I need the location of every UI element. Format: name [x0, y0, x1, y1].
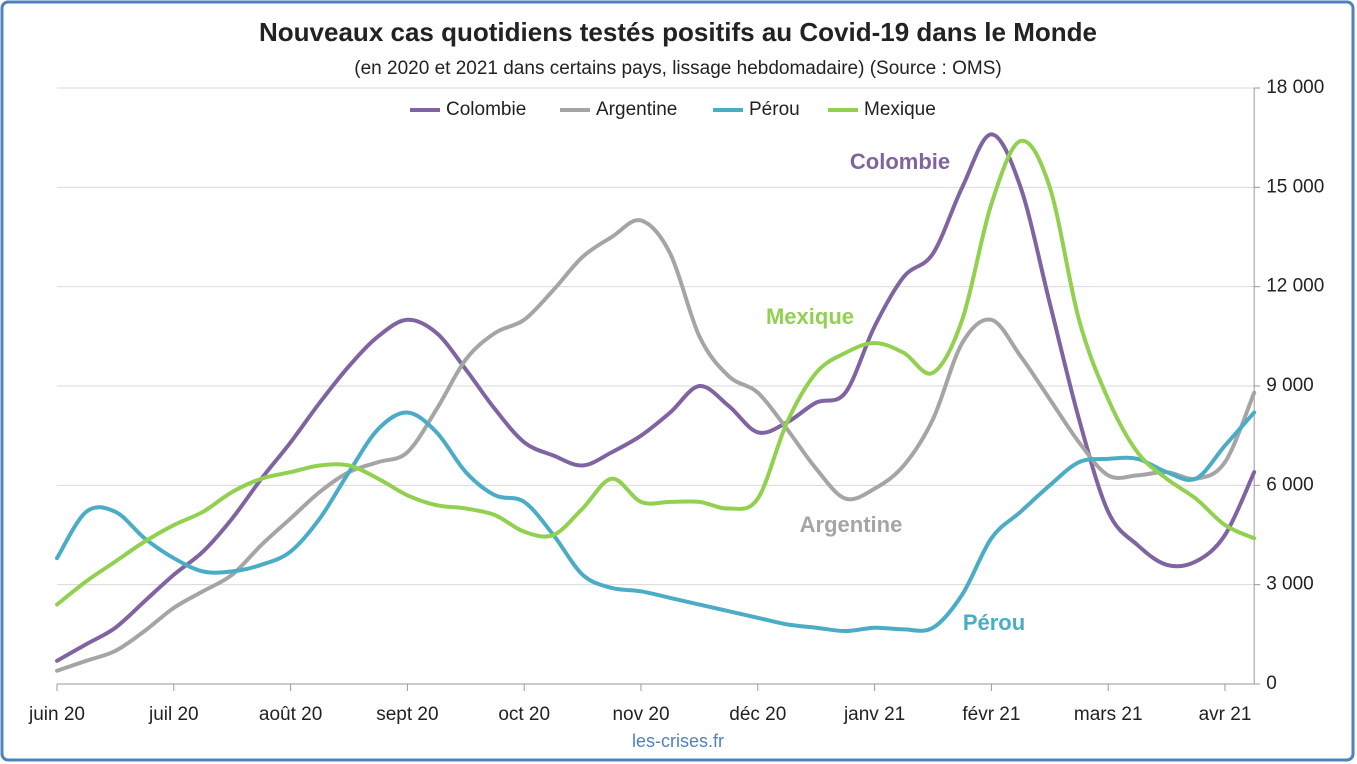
legend-label: Pérou [749, 99, 800, 120]
x-tick-label: sept 20 [376, 704, 438, 725]
annotation: Argentine [800, 512, 903, 537]
x-tick-label: déc 20 [729, 704, 786, 725]
y-tick-label: 9 000 [1266, 375, 1314, 396]
annotation: Colombie [850, 149, 950, 174]
series-line [55, 218, 1257, 673]
y-tick-label: 15 000 [1266, 176, 1324, 197]
x-tick-label: oct 20 [498, 704, 550, 725]
series-line [55, 410, 1257, 634]
x-tick-label: juin 20 [28, 704, 85, 725]
x-tick-label: janv 21 [843, 704, 905, 725]
chart-title: Nouveaux cas quotidiens testés positifs … [259, 17, 1097, 47]
annotation: Mexique [766, 304, 854, 329]
y-tick-label: 6 000 [1266, 474, 1314, 495]
chart-subtitle: (en 2020 et 2021 dans certains pays, lis… [354, 58, 1001, 79]
y-tick-label: 12 000 [1266, 276, 1324, 297]
source: les-crises.fr [632, 731, 724, 751]
series-line [55, 138, 1257, 607]
x-tick-label: août 20 [259, 704, 322, 725]
x-tick-label: nov 20 [612, 704, 669, 725]
x-tick-label: févr 21 [962, 704, 1020, 725]
x-tick-label: avr 21 [1199, 704, 1252, 725]
y-tick-label: 18 000 [1266, 77, 1324, 98]
y-tick-label: 0 [1266, 673, 1277, 694]
legend-label: Argentine [596, 99, 677, 120]
legend-label: Mexique [864, 99, 936, 120]
y-tick-label: 3 000 [1266, 574, 1314, 595]
annotation: Pérou [963, 610, 1025, 635]
x-tick-label: mars 21 [1074, 704, 1143, 725]
legend-label: Colombie [446, 99, 526, 120]
x-tick-label: juil 20 [148, 704, 199, 725]
